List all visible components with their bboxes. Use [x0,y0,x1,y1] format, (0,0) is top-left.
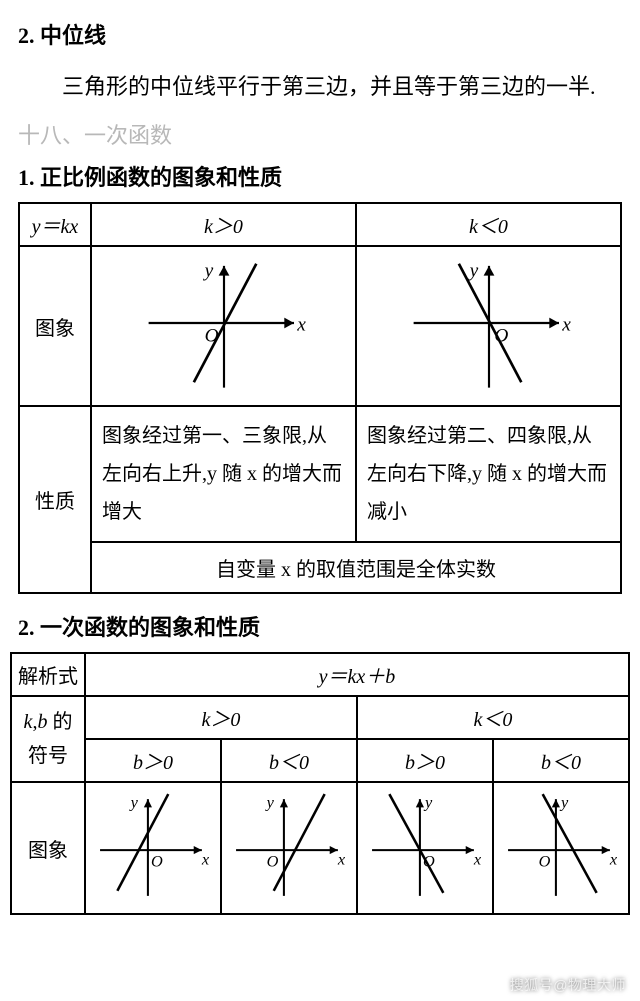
bneg-2: b＜0 [541,752,581,774]
midline-paragraph: 三角形的中位线平行于第三边，并且等于第三边的一半. [18,64,622,110]
graph-kpos: O x y [114,253,334,393]
table2-title: 2. 一次函数的图象和性质 [18,610,622,642]
svg-text:O: O [539,852,551,871]
table-row: 性质 图象经过第一、三象限,从左向右上升,y 随 x 的增大而增大 图象经过第二… [19,406,621,542]
graph-svg-4: O x y [498,789,624,901]
linear-expression: y＝kx＋b [319,666,396,688]
graph-kneg-bpos: O x y [357,782,493,914]
svg-text:O: O [151,852,163,871]
page-content: 2. 中位线 三角形的中位线平行于第三边，并且等于第三边的一半. 十八、一次函数… [0,0,640,642]
domain-note: 自变量 x 的取值范围是全体实数 [91,542,621,593]
svg-text:y: y [202,261,213,282]
table-row: k,b 的符号 k＞0 k＜0 [11,696,629,739]
svg-text:x: x [561,315,571,336]
svg-text:y: y [265,793,275,812]
svg-text:y: y [467,261,478,282]
table1-title: 1. 正比例函数的图象和性质 [18,160,622,192]
row-label-image2: 图象 [11,782,85,914]
graph-cell-kneg: O x y [356,246,621,406]
row-label-image: 图象 [19,246,91,406]
row-label-property: 性质 [19,406,91,593]
svg-text:x: x [201,850,210,869]
graph-kpos-bneg: O x y [221,782,357,914]
table-row: 自变量 x 的取值范围是全体实数 [19,542,621,593]
section-heading-midline: 2. 中位线 [18,18,622,50]
row-label-expression: 解析式 [11,653,85,696]
watermark: 搜狐号@物理大师 [510,975,626,995]
svg-text:x: x [473,850,482,869]
table2-wrapper: 解析式 y＝kx＋b k,b 的符号 k＞0 k＜0 b＞0 b＜0 b＞0 b… [0,652,640,915]
table-row: 图象 O x y [19,246,621,406]
equation-label: y＝kx [32,216,79,238]
col-header-kneg: k＜0 [469,216,508,238]
svg-text:x: x [337,850,346,869]
svg-text:O: O [204,325,218,346]
table-row: b＞0 b＜0 b＞0 b＜0 [11,739,629,782]
bpos-1: b＞0 [133,752,173,774]
property-kneg: 图象经过第二、四象限,从左向右下降,y 随 x 的增大而减小 [356,406,621,542]
col-kneg: k＜0 [474,709,513,731]
svg-text:x: x [296,315,306,336]
svg-text:O: O [494,325,508,346]
svg-text:y: y [129,793,139,812]
graph-kpos-bpos: O x y [85,782,221,914]
table-row: 解析式 y＝kx＋b [11,653,629,696]
table-row: 图象 O x y [11,782,629,914]
svg-text:y: y [423,793,433,812]
graph-kneg-bneg: O x y [493,782,629,914]
graph-kneg: O x y [379,253,599,393]
svg-text:y: y [559,793,569,812]
chapter-heading-faint: 十八、一次函数 [18,118,622,150]
graph-svg-1: O x y [90,789,216,901]
property-kpos: 图象经过第一、三象限,从左向右上升,y 随 x 的增大而增大 [91,406,356,542]
col-kpos: k＞0 [202,709,241,731]
svg-text:O: O [267,852,279,871]
table-row: y＝kx k＞0 k＜0 [19,203,621,246]
table-proportional-function: y＝kx k＞0 k＜0 图象 O x y [18,202,622,594]
graph-cell-kpos: O x y [91,246,356,406]
table-linear-function: 解析式 y＝kx＋b k,b 的符号 k＞0 k＜0 b＞0 b＜0 b＞0 b… [10,652,630,915]
svg-text:O: O [423,852,435,871]
graph-svg-3: O x y [362,789,488,901]
row-label-kb-sign: k,b 的符号 [11,696,85,782]
bpos-2: b＞0 [405,752,445,774]
bneg-1: b＜0 [269,752,309,774]
svg-text:x: x [609,850,618,869]
graph-svg-2: O x y [226,789,352,901]
col-header-kpos: k＞0 [204,216,243,238]
